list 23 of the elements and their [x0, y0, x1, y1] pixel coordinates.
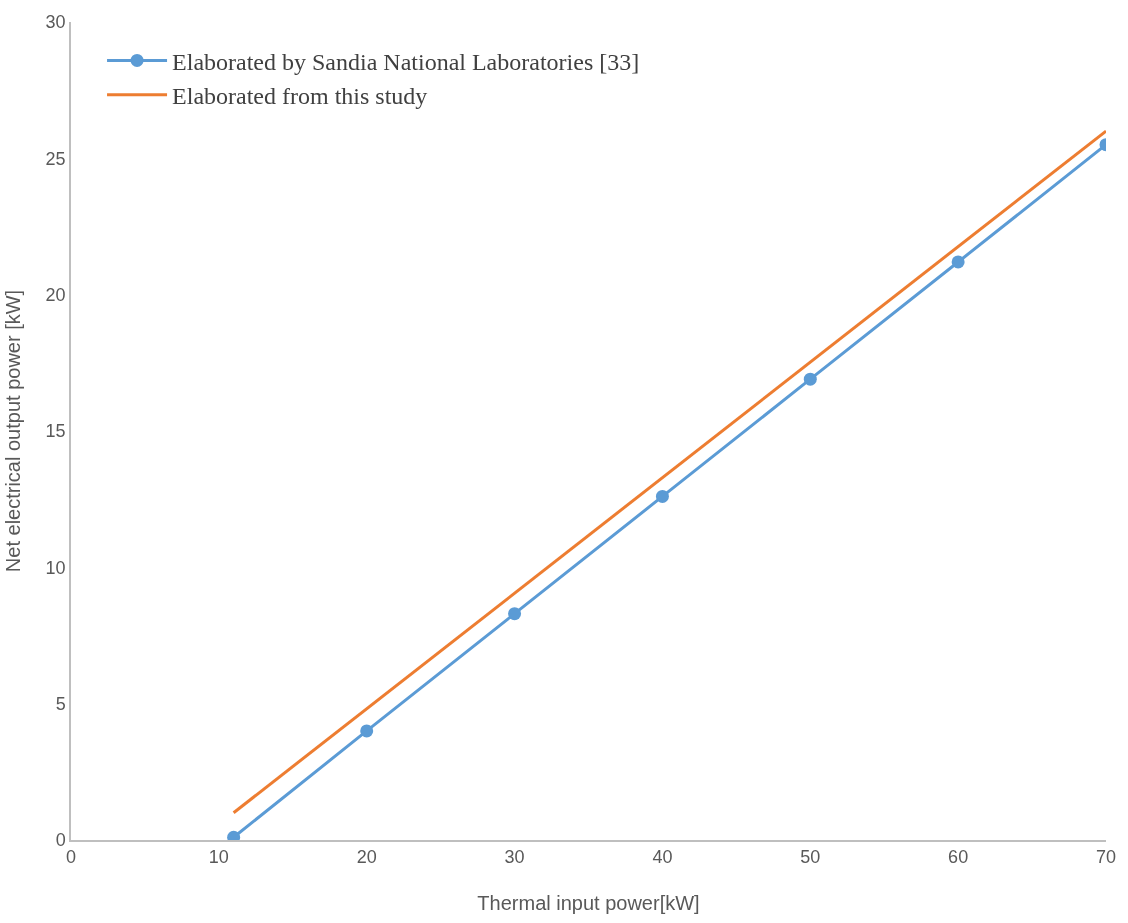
x-tick-label: 20	[356, 847, 377, 868]
legend-label: Elaborated by Sandia National Laboratories [33]	[172, 48, 640, 75]
y-tick-label: 30	[45, 12, 66, 33]
x-tick-label: 30	[504, 847, 525, 868]
point	[655, 489, 669, 503]
y-axis-title: Net electrical output power [kW]	[1, 289, 24, 573]
y-tick-label: 0	[55, 830, 66, 851]
y-tick-label: 5	[55, 693, 66, 714]
x-tick-label: 60	[948, 847, 969, 868]
y-tick-label: 20	[45, 284, 66, 305]
x-tick-label: 10	[208, 847, 229, 868]
point	[508, 607, 522, 621]
x-tick-label: 70	[1095, 847, 1117, 868]
y-tick-label: 25	[45, 148, 66, 169]
legend-label: Elaborated from this study	[172, 83, 428, 110]
point	[360, 724, 374, 738]
y-tick-label: 10	[45, 557, 66, 578]
y-tick-label: 15	[45, 421, 66, 442]
point	[803, 372, 817, 386]
x-tick-label: 40	[652, 847, 673, 868]
x-axis-title: Thermal input power[kW]	[477, 892, 700, 915]
point	[951, 255, 965, 269]
x-tick-label: 50	[800, 847, 821, 868]
